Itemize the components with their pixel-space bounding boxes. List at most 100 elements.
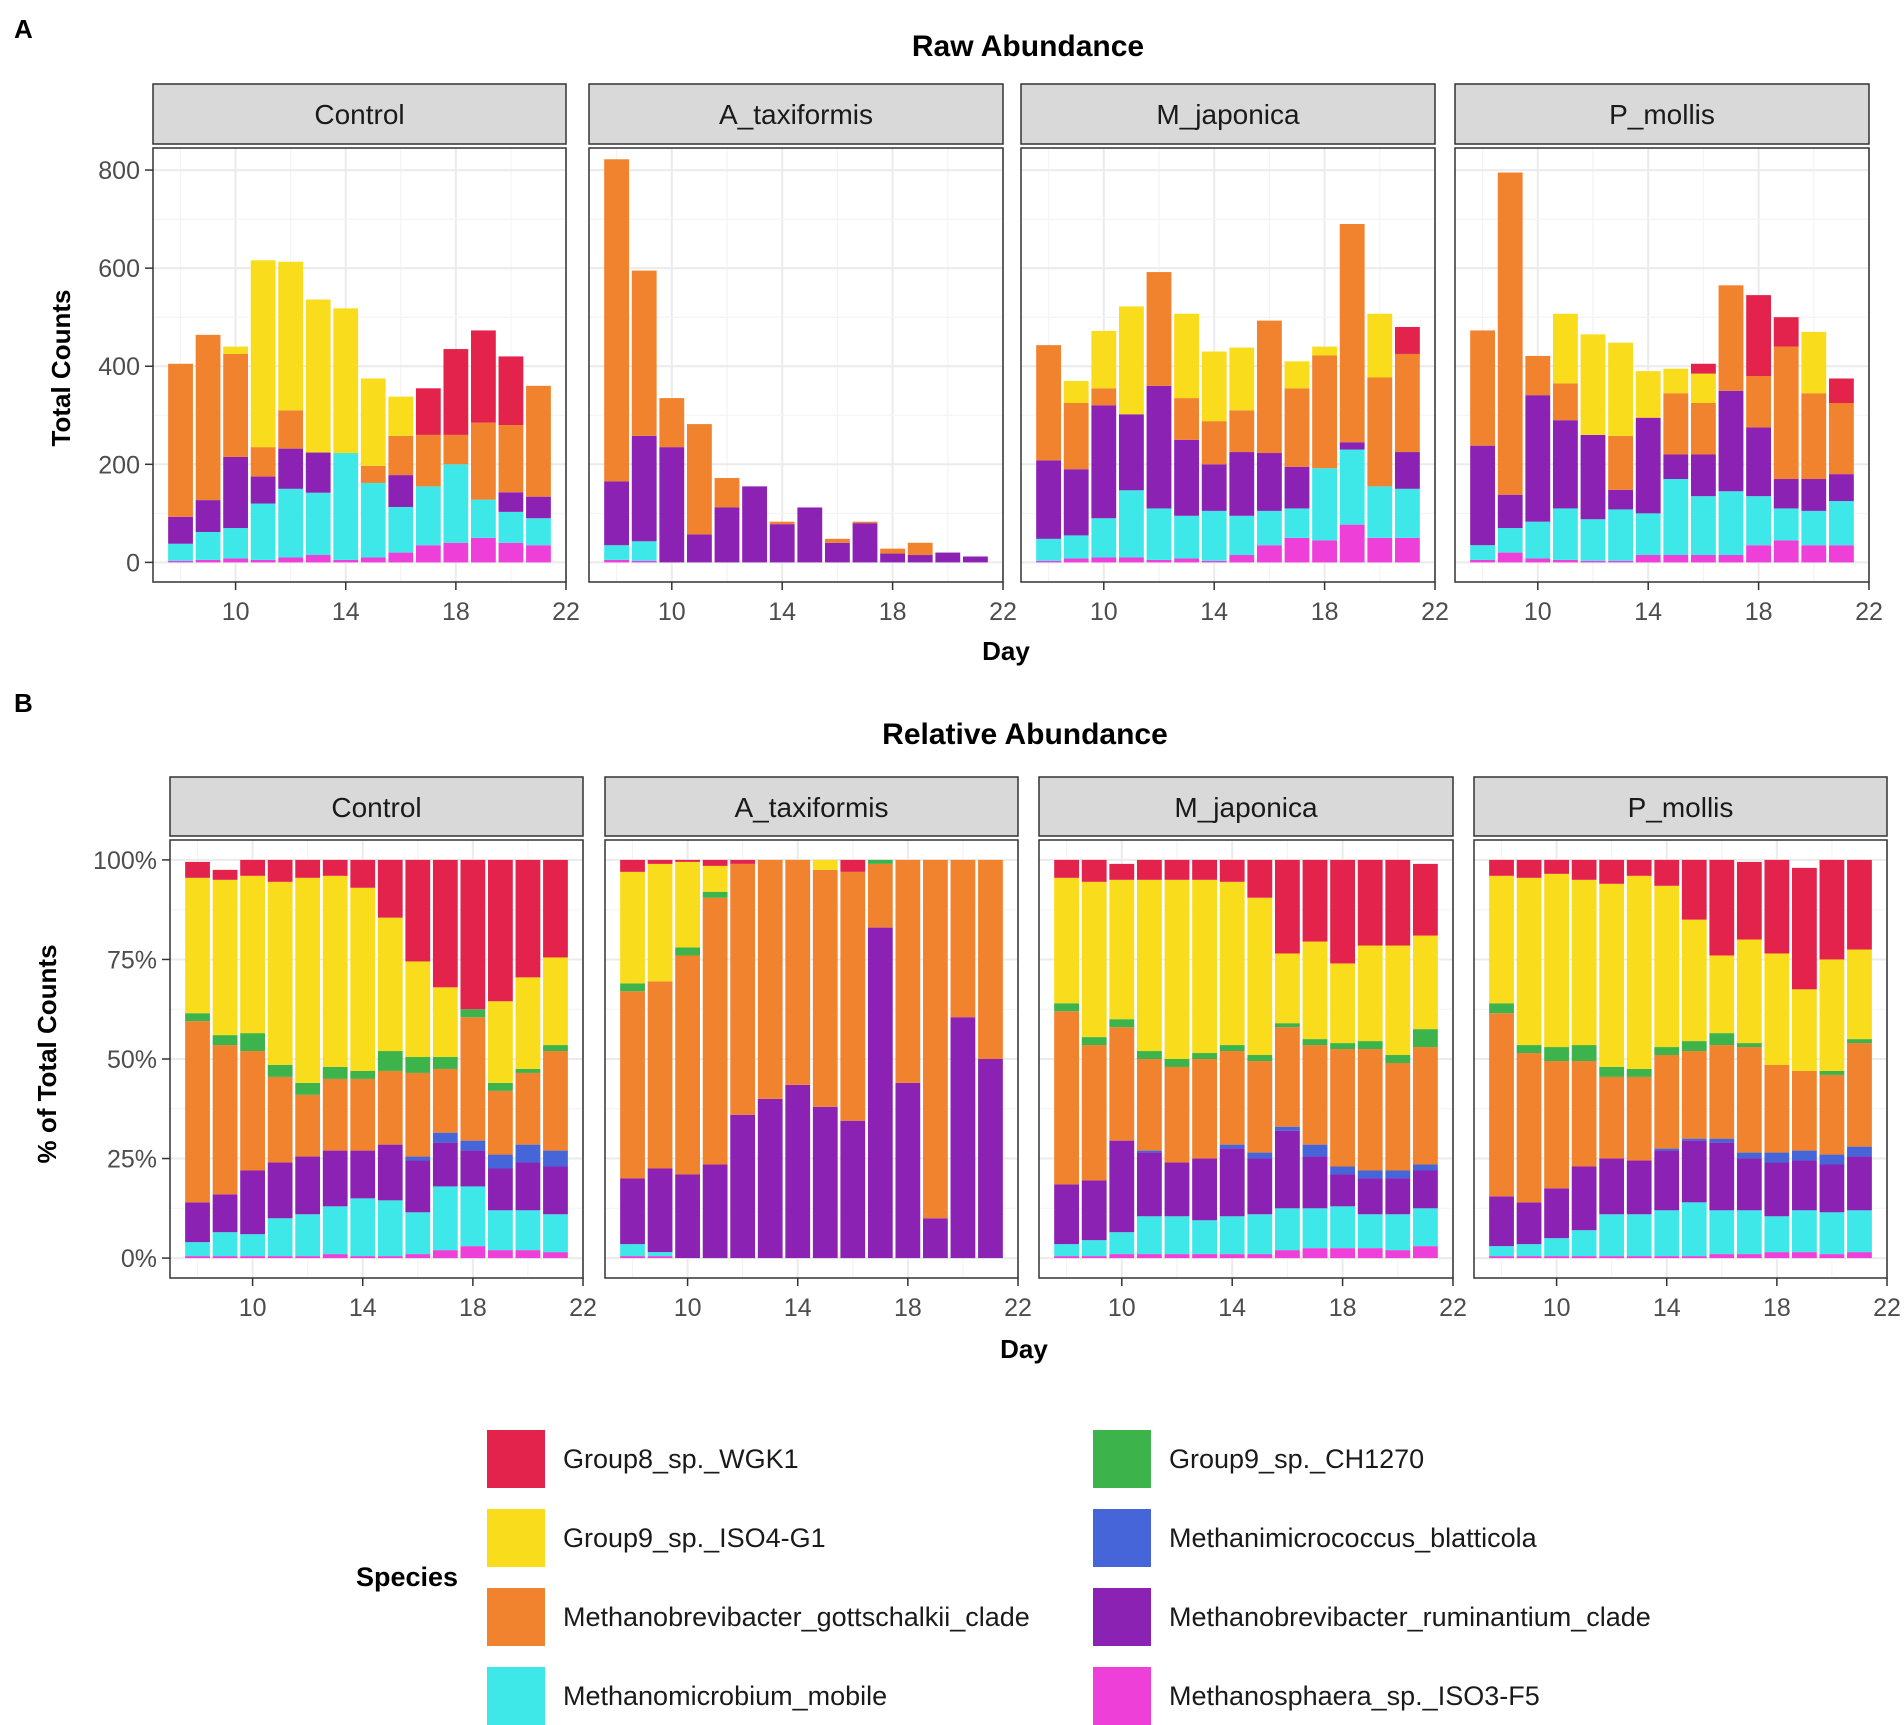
bar-segment-methanomicrobium-mobile: [1828, 501, 1854, 546]
bar-segment-methanimicrococcus-blatticola: [1219, 1144, 1245, 1149]
bar-segment-methanobrevibacter-ruminantium-clade: [168, 516, 193, 544]
bar-segment-group9-sp-iso4-g1: [1063, 380, 1089, 404]
bar-segment-methanobrevibacter-gottschalkii-clade: [1091, 388, 1117, 406]
bar-segment-methanosphaera-sp-iso3-f5: [1274, 1250, 1300, 1259]
bar-segment-methanobrevibacter-gottschalkii-clade: [1164, 1066, 1190, 1163]
bar-segment-methanobrevibacter-gottschalkii-clade: [223, 353, 248, 457]
bar-segment-methanosphaera-sp-iso3-f5: [1118, 557, 1144, 563]
bar-segment-methanomicrobium-mobile: [1681, 1202, 1707, 1257]
bars: [1036, 224, 1420, 563]
bar-segment-methanimicrococcus-blatticola: [432, 1132, 458, 1143]
bar-segment-methanimicrococcus-blatticola: [1847, 1146, 1872, 1157]
raw-facet-m-japonica: M_japonica 10 14 18 22: [1020, 83, 1449, 626]
bar-segment-methanobrevibacter-ruminantium-clade: [769, 524, 795, 563]
bar-segment-methanomicrobium-mobile: [1516, 1244, 1542, 1257]
rel-facet-control: Control 10 14 18 22: [169, 776, 597, 1322]
bar-segment-methanosphaera-sp-iso3-f5: [295, 1256, 321, 1259]
facet-strip-label: M_japonica: [1174, 792, 1318, 823]
bar-segment-methanobrevibacter-ruminantium-clade: [1081, 1180, 1107, 1241]
bar-segment-group9-sp-ch1270: [460, 1009, 486, 1018]
bar-segment-group9-sp-ch1270: [1654, 1047, 1680, 1056]
bar-segment-group9-sp-ch1270: [1357, 1041, 1383, 1050]
bar-segment-methanobrevibacter-ruminantium-clade: [852, 523, 878, 563]
bar-segment-methanobrevibacter-gottschalkii-clade: [714, 478, 740, 508]
bar-segment-methanomicrobium-mobile: [1357, 1214, 1383, 1249]
bar-segment-group9-sp-ch1270: [1544, 1047, 1569, 1061]
bar-segment-methanobrevibacter-ruminantium-clade: [1256, 453, 1282, 511]
x-tick-label: 10: [1543, 1294, 1571, 1322]
bar-segment-methanobrevibacter-gottschalkii-clade: [1792, 1070, 1817, 1151]
bar-segment-methanosphaera-sp-iso3-f5: [405, 1254, 431, 1259]
bar-segment-group9-sp-iso4-g1: [360, 378, 386, 466]
bar-segment-methanosphaera-sp-iso3-f5: [1828, 545, 1854, 563]
bar-segment-group9-sp-iso4-g1: [515, 977, 541, 1069]
bar-segment-methanobrevibacter-ruminantium-clade: [867, 927, 893, 1259]
bar-segment-methanosphaera-sp-iso3-f5: [1146, 559, 1172, 563]
bar-segment-methanobrevibacter-ruminantium-clade: [714, 507, 740, 563]
bar-segment-group9-sp-ch1270: [543, 1045, 568, 1052]
bar-segment-group8-sp-wgk1: [675, 859, 700, 862]
bar-segment-methanobrevibacter-gottschalkii-clade: [1718, 285, 1744, 391]
bar-segment-methanobrevibacter-gottschalkii-clade: [686, 424, 712, 535]
bar-segment-methanobrevibacter-gottschalkii-clade: [185, 1021, 210, 1203]
bar-segment-group9-sp-ch1270: [1164, 1059, 1190, 1067]
x-tick-label: 10: [658, 598, 686, 626]
x-tick-label: 22: [569, 1294, 597, 1322]
bar-segment-methanosphaera-sp-iso3-f5: [1690, 555, 1716, 563]
bar-segment-methanobrevibacter-ruminantium-clade: [515, 1162, 541, 1211]
bar-segment-methanobrevibacter-gottschalkii-clade: [1709, 1045, 1735, 1139]
bar-segment-methanobrevibacter-ruminantium-clade: [1201, 464, 1227, 511]
bar-segment-methanobrevibacter-gottschalkii-clade: [350, 1078, 376, 1151]
bar-segment-group9-sp-iso4-g1: [1736, 939, 1762, 1044]
bar-segment-methanomicrobium-mobile: [1219, 1216, 1245, 1255]
bar-segment-methanobrevibacter-gottschalkii-clade: [415, 434, 441, 487]
bar-segment-methanomicrobium-mobile: [1654, 1210, 1680, 1257]
bar-segment-group9-sp-ch1270: [1516, 1045, 1542, 1054]
bar-segment-methanomicrobium-mobile: [647, 1252, 673, 1257]
bar-segment-methanobrevibacter-gottschalkii-clade: [1247, 1060, 1273, 1153]
bar-segment-methanosphaera-sp-iso3-f5: [526, 545, 551, 563]
bar-segment-methanomicrobium-mobile: [1136, 1216, 1162, 1255]
bar-segment-methanosphaera-sp-iso3-f5: [1552, 559, 1578, 563]
bar-segment-methanosphaera-sp-iso3-f5: [1497, 552, 1523, 563]
x-tick-label: 10: [1108, 1294, 1136, 1322]
bar-segment-methanobrevibacter-ruminantium-clade: [267, 1162, 293, 1219]
bar-segment-methanomicrobium-mobile: [1801, 510, 1827, 546]
bar-segment-group8-sp-wgk1: [543, 859, 568, 958]
bar-segment-methanomicrobium-mobile: [1247, 1214, 1273, 1255]
bar-segment-methanobrevibacter-gottschalkii-clade: [1599, 1076, 1625, 1159]
plot-background: [1455, 148, 1869, 582]
bar-segment-methanobrevibacter-ruminantium-clade: [1284, 466, 1310, 509]
facet-strip: [1020, 83, 1436, 145]
bar-segment-methanobrevibacter-gottschalkii-clade: [543, 1051, 568, 1151]
bar-segment-methanosphaera-sp-iso3-f5: [1054, 1256, 1080, 1259]
bar-segment-methanomicrobium-mobile: [1718, 491, 1744, 556]
bar-segment-methanobrevibacter-ruminantium-clade: [757, 1098, 783, 1259]
bar-segment-methanobrevibacter-ruminantium-clade: [1626, 1160, 1652, 1215]
x-tick-label: 14: [349, 1294, 377, 1322]
bar-segment-group9-sp-iso4-g1: [1571, 879, 1597, 1046]
bar-segment-methanomicrobium-mobile: [1192, 1220, 1218, 1255]
panel-a-title: Raw Abundance: [912, 30, 1144, 63]
bar-segment-methanobrevibacter-gottschalkii-clade: [405, 1072, 431, 1157]
bar-segment-methanosphaera-sp-iso3-f5: [1192, 1254, 1218, 1259]
bar-segment-group9-sp-ch1270: [267, 1064, 293, 1077]
bar-segment-methanomicrobium-mobile: [322, 1206, 348, 1255]
bar-segment-methanobrevibacter-gottschalkii-clade: [1516, 1053, 1542, 1203]
bar-segment-methanobrevibacter-ruminantium-clade: [488, 1168, 513, 1211]
bar-segment-methanosphaera-sp-iso3-f5: [1792, 1252, 1817, 1259]
bar-segment-group9-sp-iso4-g1: [647, 863, 673, 982]
bar-segment-methanobrevibacter-gottschalkii-clade: [923, 859, 948, 1219]
bar-segment-group8-sp-wgk1: [1681, 859, 1707, 920]
bar-segment-methanobrevibacter-gottschalkii-clade: [377, 1070, 403, 1145]
plot-background: [1021, 148, 1435, 582]
bar-segment-methanobrevibacter-ruminantium-clade: [1663, 454, 1689, 480]
bar-segment-methanimicrococcus-blatticola: [543, 1150, 568, 1167]
x-tick-label: 10: [1524, 598, 1552, 626]
bar-segment-methanobrevibacter-ruminantium-clade: [1192, 1158, 1218, 1221]
bar-segment-group8-sp-wgk1: [1516, 859, 1542, 878]
facet-strip: [152, 83, 567, 145]
bar-segment-group9-sp-iso4-g1: [1247, 897, 1273, 1056]
bar-segment-methanobrevibacter-gottschalkii-clade: [785, 859, 811, 1085]
legend-label: Methanosphaera_sp._ISO3-F5: [1169, 1681, 1540, 1711]
